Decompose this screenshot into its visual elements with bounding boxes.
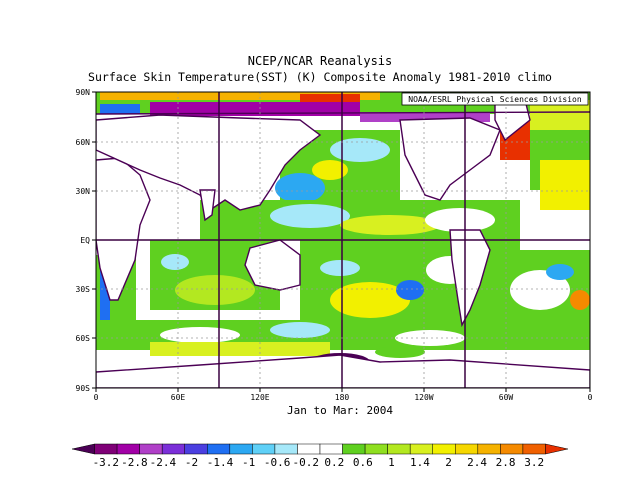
colorbar-label: -1 [242, 456, 255, 469]
colorbar-swatch [297, 443, 321, 455]
colorbar-label: 1.4 [410, 456, 430, 469]
colorbar-swatch [161, 443, 185, 455]
colorbar-swatch [387, 443, 411, 455]
colorbar-labels: -3.2 -2.8 -2.4 -2 -1.4 -1 -0.6 -0.2 0.2 0.6 1 1.4 2 2… [93, 456, 545, 469]
colorbar-swatch [342, 443, 366, 455]
colorbar-swatch [432, 443, 456, 455]
colorbar-label: -2.4 [150, 456, 177, 469]
colorbar-swatch [94, 443, 118, 455]
colorbar-swatch [116, 443, 140, 455]
colorbar-swatch [252, 443, 276, 455]
colorbar-label: -2 [185, 456, 198, 469]
title-line-1: NCEP/NCAR Reanalysis [247, 54, 393, 68]
colorbar-label: 2 [445, 456, 452, 469]
colorbar-swatch [455, 443, 479, 455]
colorbar-label: 0.6 [353, 456, 373, 469]
lat-tick-30s: 30S [76, 285, 91, 294]
colorbar-label: 1 [388, 456, 395, 469]
lat-tick-90s: 90S [76, 384, 91, 393]
colorbar [71, 443, 569, 455]
colorbar-swatch [139, 443, 163, 455]
colorbar-swatch [184, 443, 208, 455]
credit-box [401, 92, 589, 106]
colorbar-swatch [364, 443, 388, 455]
lon-tick-0-right: 0 [588, 393, 593, 402]
credit-text: NOAA/ESRL Physical Sciences Division [408, 95, 582, 104]
lat-tick-eq: EQ [80, 236, 90, 245]
lon-tick-180: 180 [335, 393, 350, 402]
colorbar-label: 0.2 [324, 456, 344, 469]
lat-tick-60n: 60N [76, 138, 91, 147]
colorbar-swatch [477, 443, 501, 455]
colorbar-label: -1.4 [207, 456, 234, 469]
colorbar-label: -0.2 [292, 456, 319, 469]
colorbar-label: -0.6 [264, 456, 291, 469]
colorbar-swatch [319, 443, 343, 455]
colorbar-swatch [409, 443, 433, 455]
colorbar-label: -3.2 [93, 456, 120, 469]
anomaly-field [96, 92, 590, 388]
lat-tick-90n: 90N [76, 88, 91, 97]
lon-tick-60e: 60E [171, 393, 186, 402]
title-line-2: Surface Skin Temperature(SST) (K) Compos… [88, 70, 552, 84]
colorbar-label: 2.4 [467, 456, 487, 469]
lon-tick-0-left: 0 [94, 393, 99, 402]
dotted-grid [96, 92, 590, 388]
lat-axis: 90N 60N 30N EQ 30S 60S 90S [76, 88, 96, 393]
colorbar-label: 3.2 [524, 456, 544, 469]
lon-tick-120w: 120W [414, 393, 433, 402]
colorbar-swatch [522, 443, 546, 455]
colorbar-swatch [500, 443, 524, 455]
colorbar-swatch [229, 443, 253, 455]
colorbar-swatch [207, 443, 231, 455]
grid-lines [96, 92, 590, 388]
time-period-label: Jan to Mar: 2004 [287, 404, 393, 417]
lon-tick-120e: 120E [250, 393, 269, 402]
lat-tick-30n: 30N [76, 187, 91, 196]
colorbar-swatch [274, 443, 298, 455]
lat-tick-60s: 60S [76, 334, 91, 343]
colorbar-swatch [545, 443, 569, 455]
lon-tick-60w: 60W [499, 393, 514, 402]
colorbar-swatch [71, 443, 95, 455]
lon-axis: 0 60E 120E 180 120W 60W 0 [94, 388, 593, 402]
colorbar-label: 2.8 [496, 456, 516, 469]
colorbar-label: -2.8 [121, 456, 148, 469]
